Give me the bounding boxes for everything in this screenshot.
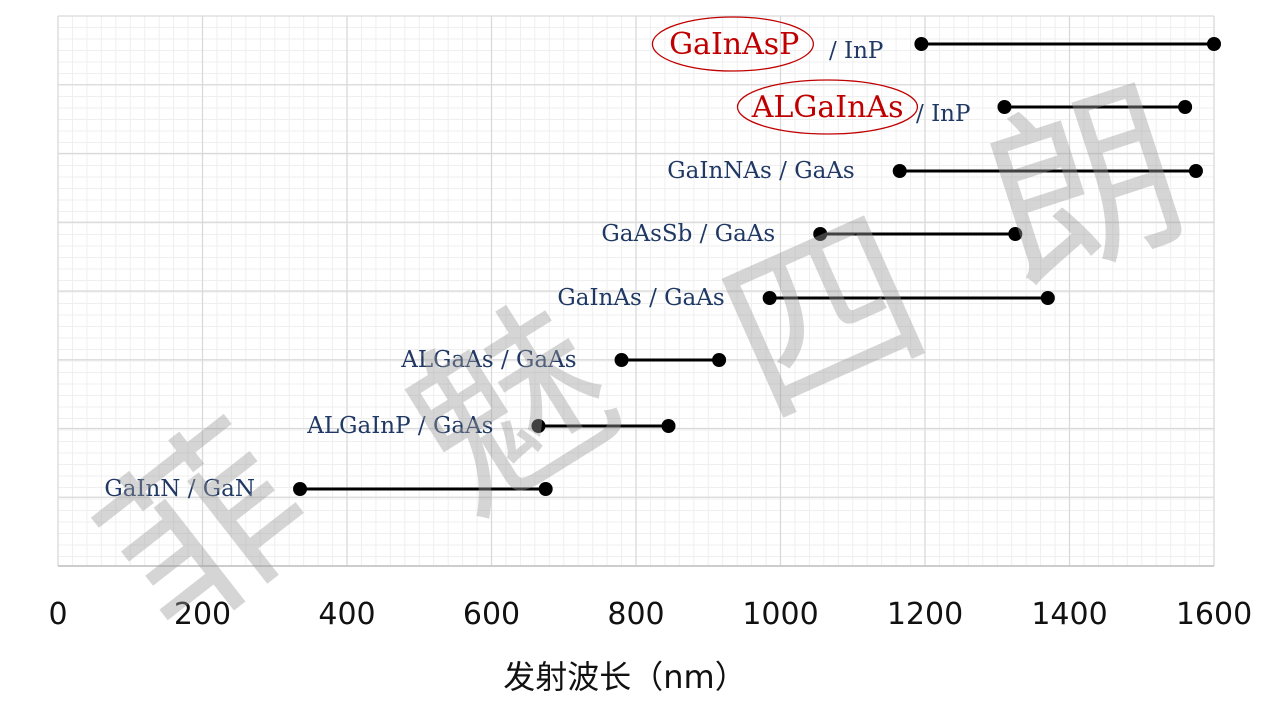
series-label: ALGaAs / GaAs: [400, 347, 576, 373]
x-axis: 0 200 400 600 800 1000 1200 1400 1600: [48, 565, 1252, 632]
range-max-point: [1040, 291, 1055, 305]
range-max-point: [538, 482, 553, 496]
x-tick-label: 600: [463, 597, 520, 632]
series-row: ALGaAs / GaAs: [400, 347, 727, 373]
series-label: GaInNAs / GaAs: [667, 158, 854, 184]
range-min-point: [914, 37, 929, 51]
range-max-point: [1188, 164, 1203, 178]
range-max-point: [1008, 227, 1023, 241]
series-label: ALGaInP / GaAs: [306, 413, 493, 439]
range-min-point: [813, 227, 828, 241]
series-label-substrate: / InP: [916, 101, 970, 127]
range-min-point: [614, 353, 629, 367]
x-tick-label: 1000: [742, 597, 818, 632]
x-tick-label: 800: [607, 597, 664, 632]
range-max-point: [1178, 100, 1193, 114]
series-label-substrate: / InP: [829, 38, 883, 64]
series-row: GaAsSb / GaAs: [601, 221, 1023, 247]
range-min-point: [293, 482, 308, 496]
highlight-ellipse: [736, 79, 919, 135]
x-tick-label: 200: [174, 597, 231, 632]
range-max-point: [661, 419, 676, 433]
series-row: / InP GaInAsP: [651, 16, 1221, 72]
series-row: / InP ALGaInAs: [736, 79, 1193, 135]
range-min-point: [892, 164, 907, 178]
series-label: GaInAs / GaAs: [557, 285, 724, 311]
series-row: ALGaInP / GaAs: [306, 413, 676, 439]
range-min-point: [762, 291, 777, 305]
x-tick-label: 0: [48, 597, 67, 632]
series-row: GaInAs / GaAs: [557, 285, 1055, 311]
x-tick-label: 1600: [1176, 597, 1252, 632]
x-tick-label: 400: [318, 597, 375, 632]
series-label-highlight: GaInAsP: [669, 27, 799, 62]
series-label: GaAsSb / GaAs: [601, 221, 775, 247]
x-axis-title: 发射波长（nm）: [503, 658, 746, 696]
x-tick-label: 1200: [887, 597, 963, 632]
highlight-ellipse: [651, 16, 815, 72]
series-group: / InP GaInAsP / InP ALGaInAs GaInNAs / GaAs G…: [104, 16, 1221, 502]
series-row: GaInNAs / GaAs: [667, 158, 1203, 184]
x-tick-label: 1400: [1031, 597, 1107, 632]
series-label: GaInN / GaN: [104, 476, 255, 502]
series-label-highlight: ALGaInAs: [751, 90, 904, 125]
range-min-point: [997, 100, 1012, 114]
watermark: 菲魅四朗: [64, 53, 1210, 675]
series-row: GaInN / GaN: [104, 476, 553, 502]
range-min-point: [531, 419, 546, 433]
range-max-point: [1207, 37, 1221, 51]
range-max-point: [712, 353, 727, 367]
watermark-glyph: 朗: [961, 53, 1210, 322]
